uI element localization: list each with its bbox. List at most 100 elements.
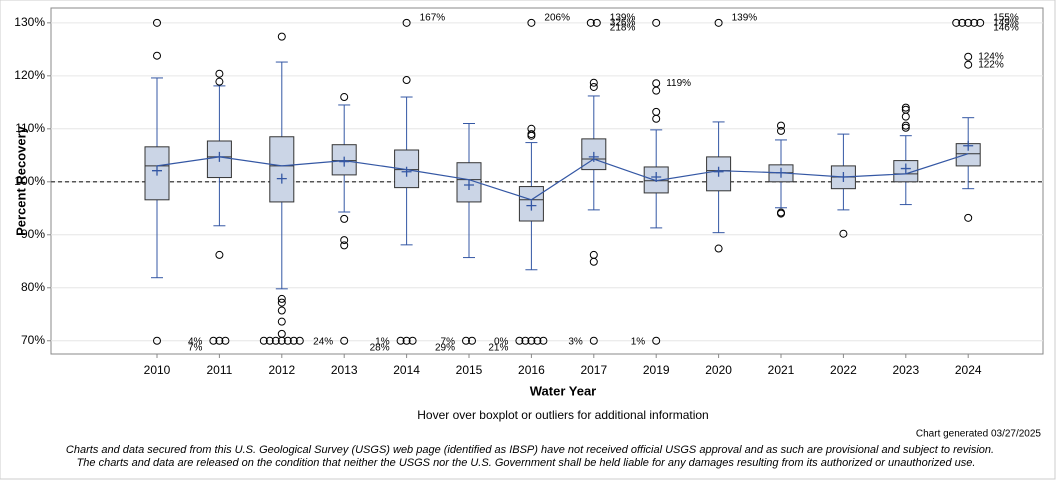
y-tick-label: 80% [21, 280, 45, 294]
outlier [340, 336, 349, 345]
outlier [976, 18, 985, 27]
outlier [153, 18, 161, 27]
x-axis-label: Water Year [530, 383, 597, 398]
outlier [277, 298, 286, 307]
y-tick-label: 70% [21, 333, 45, 347]
x-tick-label: 2017 [580, 363, 607, 377]
mean-marker [900, 163, 911, 174]
outlier [277, 336, 286, 345]
outlier [215, 77, 224, 86]
outlier [340, 236, 349, 245]
box [518, 186, 544, 222]
outlier [408, 336, 417, 345]
outlier-label: 122% [978, 59, 1004, 70]
outlier [958, 18, 967, 27]
outlier [964, 18, 973, 27]
outlier [970, 18, 979, 27]
outlier [215, 69, 224, 78]
outlier-label: 124% [978, 51, 1004, 62]
outlier [277, 317, 286, 326]
outlier [221, 336, 230, 345]
outlier [539, 336, 548, 345]
outlier [468, 336, 476, 345]
outlier [402, 76, 411, 85]
outlier [283, 336, 292, 345]
outlier [592, 18, 601, 27]
low-label: 1% [375, 336, 390, 347]
outlier [209, 336, 218, 345]
outlier [215, 336, 224, 345]
y-tick-label: 120% [14, 68, 45, 82]
outlier [289, 336, 298, 345]
x-tick-label: 2024 [955, 363, 982, 377]
box [269, 136, 295, 203]
outlier [964, 60, 973, 69]
mean-marker [526, 200, 537, 211]
x-tick-label: 2019 [643, 363, 670, 377]
outlier [652, 114, 661, 123]
high-label: 149% [993, 17, 1019, 28]
outlier [215, 250, 224, 259]
low-label: 1% [631, 336, 646, 347]
median-line [156, 153, 969, 201]
mean-marker [464, 179, 474, 190]
outlier [777, 121, 785, 130]
low-label: 7% [441, 336, 456, 347]
outlier [340, 93, 349, 102]
x-tick-label: 2011 [206, 363, 232, 377]
y-axis-label: Percent Recovery [13, 125, 28, 236]
x-tick-label: 2023 [892, 363, 919, 377]
low-label: 29% [435, 342, 455, 353]
y-tick-label: 130% [14, 15, 45, 29]
x-tick-label: 2013 [331, 363, 358, 377]
low-label: 21% [488, 342, 508, 353]
outlier [153, 51, 161, 60]
outlier [521, 336, 530, 345]
outlier [340, 241, 349, 250]
mean-marker [276, 173, 287, 184]
outlier [527, 131, 536, 140]
outlier [589, 257, 598, 266]
outlier [533, 336, 542, 345]
outlier [402, 336, 411, 345]
low-label: 24% [313, 336, 333, 347]
high-label: 326% [610, 17, 636, 28]
mean-marker [588, 151, 599, 162]
outlier [901, 123, 910, 132]
outlier [589, 336, 598, 345]
high-label: 218% [610, 22, 636, 33]
outlier [527, 336, 536, 345]
outlier [714, 18, 723, 27]
outlier [901, 112, 910, 121]
low-label: 3% [568, 336, 583, 347]
outlier [901, 103, 910, 112]
outlier [652, 86, 661, 95]
outlier [777, 209, 785, 218]
low-label: 28% [370, 342, 390, 353]
x-tick-label: 2012 [268, 363, 295, 377]
outlier [277, 294, 286, 303]
high-label: 146% [993, 22, 1019, 33]
generated: Chart generated 03/27/2025 [916, 429, 1042, 440]
outlier [901, 121, 910, 130]
outlier [527, 18, 536, 27]
low-label: 7% [188, 342, 203, 353]
outlier [964, 213, 973, 222]
outlier [153, 336, 161, 345]
outlier [589, 78, 598, 87]
outlier [964, 52, 973, 61]
outlier [589, 82, 598, 91]
outlier [462, 336, 470, 345]
outlier [652, 18, 661, 27]
high-label: 139% [610, 12, 636, 23]
note: Hover over boxplot or outliers for addit… [417, 408, 708, 422]
outlier [259, 336, 268, 345]
high-label: 167% [420, 12, 446, 23]
outlier [515, 336, 524, 345]
disclaimer: Charts and data secured from this U.S. G… [66, 444, 994, 456]
outlier [714, 244, 723, 253]
outlier [952, 18, 961, 27]
plot-area [50, 7, 1044, 355]
outlier [277, 306, 286, 315]
